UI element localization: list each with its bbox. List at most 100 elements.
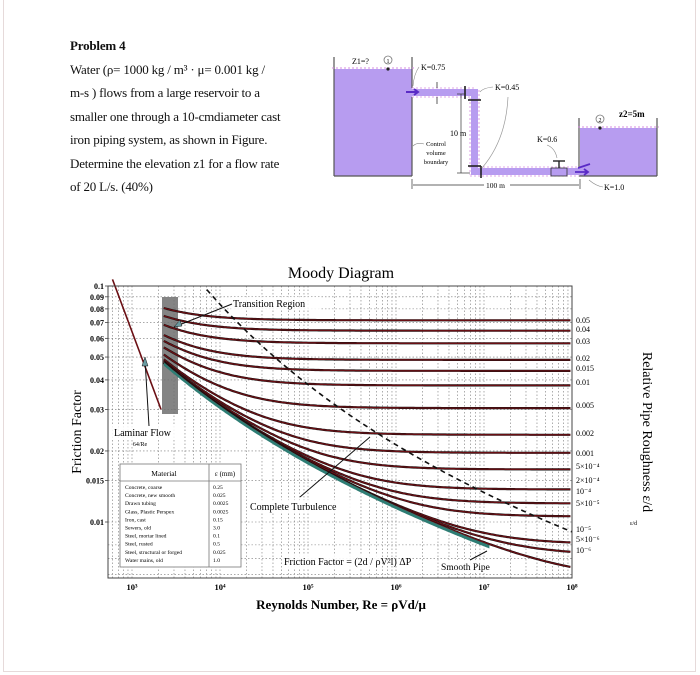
y-tick-label: 0.08 — [90, 305, 104, 314]
x-axis-label: Reynolds Number, Re = ρVd/μ — [256, 597, 426, 612]
z2-label: z2=5m — [619, 109, 645, 119]
roughness-label: 0.05 — [576, 316, 590, 325]
friction-factor-formula: Friction Factor = (2d / ρV²l) ΔP — [284, 557, 412, 568]
roughness-label: 0.015 — [576, 364, 594, 373]
table-cell-epsilon: 0.15 — [213, 517, 223, 523]
x-tick-label: 10⁸ — [566, 582, 578, 592]
entrance-k-label: K=0.75 — [421, 63, 445, 72]
problem-line: m-s ) flows from a large reservoir to a — [70, 85, 260, 100]
page-frame — [3, 0, 696, 672]
table-rows: Concrete, coarse 0.25 Concrete, new smooth… — [125, 485, 229, 564]
y-tick-label: 0.09 — [90, 293, 104, 302]
elbow-k-label: K=0.45 — [495, 83, 519, 92]
table-cell-epsilon: 0.0025 — [213, 501, 229, 507]
upper-reservoir: Z1=? 1 — [332, 55, 414, 177]
table-cell-epsilon: 0.0025 — [213, 509, 229, 515]
roughness-label: 0.002 — [576, 429, 594, 438]
table-cell-epsilon: 0.5 — [213, 542, 220, 548]
valve-k-label: K=0.6 — [537, 135, 557, 144]
control-volume-label: boundary — [424, 159, 449, 166]
upper-reservoir-water — [334, 69, 412, 176]
table-cell-material: Drawn tubing — [125, 501, 156, 507]
horizontal-length-label: 100 m — [486, 181, 505, 190]
roughness-label: 0.02 — [576, 354, 590, 363]
table-header-epsilon: ε (mm) — [215, 470, 236, 478]
entrance-flow-arrow — [406, 88, 420, 96]
roughness-label: 0.001 — [576, 449, 594, 458]
y-tick-label: 0.06 — [90, 334, 104, 343]
point-2-marker — [595, 114, 605, 124]
exit-k-label: K=1.0 — [604, 183, 624, 192]
table-cell-material: Concrete, new smooth — [125, 493, 175, 499]
pipe-system-figure: Z1=? 1 — [332, 55, 659, 192]
table-cell-epsilon: 0.025 — [213, 550, 226, 556]
valve: K=0.6 — [537, 135, 568, 177]
y-tick-label: 0.01 — [90, 518, 104, 527]
epsilon-over-d-label: ε/d — [630, 521, 637, 527]
table-cell-material: Steel, rusted — [125, 542, 153, 548]
plot-frame — [107, 285, 573, 579]
table-cell-material: Water mains, old — [125, 558, 163, 564]
point-1-marker — [383, 55, 393, 65]
roughness-label: 5×10⁻⁴ — [576, 462, 600, 471]
x-tick-label: 10⁴ — [214, 582, 226, 592]
problem-statement: Problem 4 Water (ρ= 1000 kg / m³ · μ= 0.… — [70, 34, 315, 199]
y-tick-label: 0.03 — [90, 405, 104, 414]
y-tick-label: 0.02 — [90, 447, 104, 456]
table-header-material: Material — [151, 469, 176, 478]
x-tick-label: 10⁵ — [302, 582, 314, 592]
y-axis-ticks: 0.1 0.09 0.08 0.07 0.06 0.05 0.04 0.03 0.02 0.015… — [86, 282, 108, 527]
problem-line: of 20 L/s. (40%) — [70, 179, 153, 194]
roughness-label: 10⁻⁵ — [576, 525, 591, 534]
roughness-label: 5×10⁻⁶ — [576, 535, 600, 544]
x-tick-label: 10⁷ — [478, 582, 490, 592]
table-cell-epsilon: 1.0 — [213, 558, 220, 564]
table-cell-material: Steel, structural or forged — [125, 549, 182, 556]
materials-table: Material ε (mm) Concrete, coarse 0.25Conc… — [119, 463, 242, 568]
x-tick-label: 10⁶ — [390, 582, 402, 592]
control-volume-label: Control — [426, 141, 446, 148]
y-tick-label: 0.04 — [90, 376, 104, 385]
laminar-flow-label: Laminar Flow — [114, 428, 172, 439]
problem-line: Determine the elevation z1 for a flow ra… — [70, 155, 280, 171]
roughness-curve — [163, 339, 571, 372]
x-axis-ticks: 10³ 10⁴ 10⁵ 10⁶ 10⁷ 10⁸ — [126, 582, 578, 592]
roughness-label: 0.01 — [576, 378, 590, 387]
table-cell-material: Glass, Plastic Perspex — [125, 509, 174, 515]
lower-reservoir: 2 z2=5m — [575, 109, 659, 177]
z1-label: Z1=? — [352, 57, 369, 66]
laminar-formula: 64/Re — [133, 442, 148, 448]
problem-line: smaller one through a 10-cmdiameter cast — [70, 108, 281, 124]
right-axis-label: Relative Pipe Roughness ε/d — [639, 352, 654, 512]
y-tick-label: 0.07 — [90, 319, 104, 328]
smooth-pipe-label: Smooth Pipe — [441, 563, 490, 573]
roughness-label: 5×10⁻⁵ — [576, 499, 600, 508]
point-1-label: 1 — [387, 59, 390, 65]
moody-diagram: Moody Diagram 0.10.090.080.070.060.050.0… — [70, 265, 654, 612]
laminar-line — [111, 279, 162, 410]
vertical-length-label: 10 m — [450, 129, 467, 138]
chart-title: Moody Diagram — [288, 265, 395, 282]
problem-title: Problem 4 — [70, 38, 126, 53]
table-cell-epsilon: 3.0 — [213, 526, 220, 532]
table-cell-material: Iron, cast — [125, 517, 146, 523]
x-tick-label: 10³ — [126, 582, 138, 592]
roughness-label: 0.04 — [576, 325, 590, 334]
problem-line: Water (ρ= 1000 kg / m³ · μ= 0.001 kg / — [70, 61, 265, 77]
complete-turbulence-dashed-line — [206, 289, 573, 533]
transition-region-label: Transition Region — [233, 299, 305, 310]
roughness-labels: 0.050.04 0.03 0.020.015 0.01 0.005 0.002 0.001… — [576, 316, 637, 555]
complete-turbulence-label: Complete Turbulence — [250, 502, 337, 513]
roughness-label: 0.03 — [576, 337, 590, 346]
table-cell-material: Steel, mortar lined — [125, 534, 167, 540]
roughness-label: 0.005 — [576, 401, 594, 410]
y-tick-label: 0.1 — [94, 282, 104, 291]
point-2-label: 2 — [599, 118, 602, 124]
y-tick-label: 0.05 — [90, 353, 104, 362]
exit-flow-arrow — [575, 163, 591, 176]
roughness-label: 2×10⁻⁴ — [576, 476, 600, 485]
table-cell-epsilon: 0.025 — [213, 493, 226, 499]
table-cell-material: Concrete, coarse — [125, 485, 163, 491]
lower-reservoir-water — [580, 128, 657, 176]
table-cell-epsilon: 0.1 — [213, 534, 220, 540]
